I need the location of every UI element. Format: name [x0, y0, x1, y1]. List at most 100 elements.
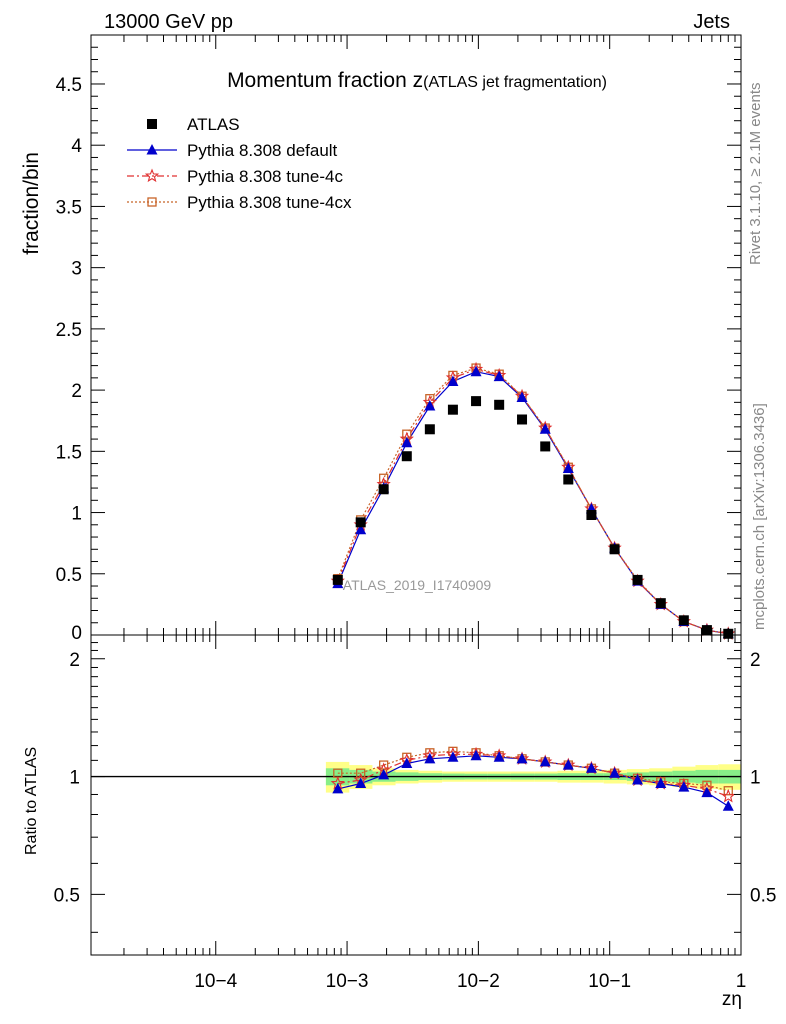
main-y-ticks: 0.5 1 1.5 2 2.5 3 3.5 4 4.5 0	[56, 34, 741, 644]
main-x-ticks	[123, 35, 742, 635]
ratio-point-s0-6	[470, 749, 482, 761]
main-title: Momentum fraction z(ATLAS jet fragmentat…	[227, 69, 607, 92]
legend-label-3: Pythia 8.308 tune-4cx	[187, 193, 352, 212]
ratio-point-s0-10	[562, 759, 574, 770]
y-tick-label: 2	[71, 381, 82, 402]
ratio-point-s0-17	[722, 800, 734, 811]
legend-label-1: Pythia 8.308 default	[187, 141, 338, 160]
ratio-point-s0-4	[424, 752, 436, 764]
x-tick-label: 1	[736, 971, 747, 992]
ratio-frame	[90, 634, 742, 956]
data-point-s0-15	[678, 615, 689, 626]
ratio-y-tick-label-right: 1	[750, 768, 761, 789]
data-point-s1-4	[424, 400, 436, 411]
mcplots-label: mcplots.cern.ch [arXiv:1306.3436]	[751, 403, 768, 630]
data-point-s0-9	[540, 441, 551, 452]
ratio-plot-area	[91, 746, 741, 811]
ratio-panel: 0.5 0.5 1 1 2 2 10−4 10−3 10−2 10−1 1 Ratio to AT…	[23, 634, 776, 1010]
y-tick-label: 2.5	[56, 320, 82, 341]
y-tick-label: 1	[71, 504, 82, 525]
data-point-s1-9	[539, 423, 551, 434]
ratio-y-tick-label-right: 2	[750, 650, 761, 671]
data-point-s1-8	[516, 391, 528, 402]
data-point-s1-6	[470, 365, 482, 377]
data-point-s0-4	[424, 424, 435, 435]
ratio-point-s0-3	[401, 757, 413, 768]
ratio-y-ticks: 0.5 0.5 1 1 2 2	[54, 642, 776, 933]
ratio-point-s1-17	[721, 788, 736, 803]
data-point-s1-3	[401, 436, 413, 448]
data-point-s0-13	[632, 574, 643, 585]
y-tick-label: 4.5	[56, 75, 82, 96]
x-axis-label: zη	[722, 989, 742, 1010]
data-point-s1-5	[447, 375, 459, 387]
data-point-s0-8	[517, 414, 528, 425]
legend-marker-1	[146, 144, 158, 155]
data-point-s0-6	[471, 396, 482, 407]
data-point-s1-10	[562, 462, 574, 473]
ratio-point-s0-2	[378, 768, 390, 780]
y-tick-label: 1.5	[56, 442, 82, 463]
ratio-y-tick-label-right: 0.5	[750, 885, 776, 906]
data-point-s1-1	[355, 523, 367, 535]
main-y-label: fraction/bin	[20, 152, 43, 255]
ratio-x-ticks: 10−4 10−3 10−2 10−1 1	[123, 635, 747, 992]
series-line-3	[337, 367, 729, 635]
ratio-point-s2-1	[356, 768, 366, 778]
series-line-2	[337, 368, 729, 635]
ratio-point-s0-14	[655, 777, 667, 789]
data-point-s0-2	[378, 484, 389, 495]
energy-label: 13000 GeV pp	[104, 11, 233, 33]
ratio-point-s0-0	[332, 782, 344, 794]
data-point-s1-7	[493, 370, 505, 382]
title-main: Momentum fraction z	[227, 69, 423, 92]
legend-label-2: Pythia 8.308 tune-4c	[187, 167, 343, 186]
ratio-point-s0-13	[632, 773, 644, 785]
ratio-point-s0-7	[493, 751, 505, 762]
watermark: ATLAS_2019_I1740909	[343, 577, 492, 593]
x-tick-label: 10−4	[194, 971, 237, 992]
legend-marker-2	[144, 168, 160, 183]
y-tick-label: 3.5	[56, 197, 82, 218]
x-tick-label: 10−1	[588, 971, 631, 992]
ratio-point-s0-11	[585, 762, 597, 773]
data-point-s0-12	[609, 544, 620, 555]
rivet-label: Rivet 3.1.10, ≥ 2.1M events	[747, 83, 764, 266]
legend: ATLAS Pythia 8.308 default Pythia 8.308 tu…	[127, 115, 352, 212]
ratio-y-label: Ratio to ATLAS	[23, 747, 40, 855]
ratio-point-s0-8	[516, 752, 528, 764]
x-tick-label: 10−2	[457, 971, 500, 992]
y-tick-label: 0.5	[56, 565, 82, 586]
data-point-s0-5	[447, 404, 458, 415]
ratio-y-tick-label-left: 0.5	[54, 885, 80, 906]
legend-marker-0	[147, 119, 157, 129]
process-label: Jets	[693, 11, 730, 33]
ratio-point-s0-5	[447, 751, 459, 762]
y-tick-label-zero: 0	[71, 623, 82, 644]
ratio-point-s0-12	[609, 767, 621, 778]
data-point-s0-7	[494, 399, 505, 410]
data-point-s0-0	[332, 574, 343, 585]
y-tick-label: 4	[71, 136, 82, 157]
ratio-point-s0-1	[355, 777, 367, 789]
ratio-point-s0-16	[701, 786, 713, 798]
legend-label-0: ATLAS	[187, 115, 240, 134]
data-point-s0-10	[563, 474, 574, 485]
ratio-point-s2-17	[723, 786, 733, 796]
data-point-s0-11	[586, 510, 597, 520]
ratio-point-s0-15	[678, 781, 690, 792]
legend-marker-3	[147, 197, 157, 207]
data-point-s0-14	[655, 598, 666, 609]
data-point-s0-1	[355, 517, 366, 528]
ratio-point-s0-9	[539, 755, 551, 767]
y-tick-label: 3	[71, 259, 82, 280]
title-sub: (ATLAS jet fragmentation)	[423, 74, 607, 91]
ratio-y-tick-label-left: 2	[69, 650, 80, 671]
data-point-s0-3	[401, 451, 412, 462]
ratio-y-tick-label-left: 1	[69, 768, 80, 789]
main-plot-area	[330, 361, 736, 640]
data-point-s0-16	[701, 625, 712, 636]
main-panel: 0.5 1 1.5 2 2.5 3 3.5 4 4.5 0 fraction/bin ATLAS_…	[20, 34, 742, 644]
x-tick-label: 10−3	[326, 971, 369, 992]
